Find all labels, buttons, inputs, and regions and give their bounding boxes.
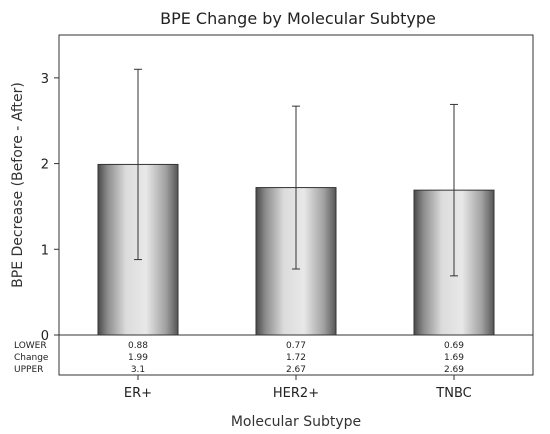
x-axis: ER+ HER2+ TNBC	[124, 375, 472, 401]
x-axis-label: Molecular Subtype	[231, 414, 361, 430]
chart-title: BPE Change by Molecular Subtype	[160, 9, 436, 28]
table-cell: 3.1	[131, 365, 145, 375]
table-cell: 2.69	[444, 365, 464, 375]
y-axis-label: BPE Decrease (Before - After)	[10, 82, 26, 288]
table-cell: 0.69	[444, 341, 464, 351]
table-cell: 0.77	[286, 341, 306, 351]
table-row-label: Change	[14, 353, 49, 363]
error-bars-group	[134, 68, 458, 277]
x-tick-label: ER+	[124, 386, 152, 401]
data-table: LOWER 0.88 0.77 0.69 Change 1.99 1.72 1.69 UPPER…	[14, 341, 464, 375]
y-tick-label: 1	[41, 243, 49, 258]
x-tick-label: TNBC	[435, 386, 471, 401]
table-cell: 1.72	[286, 353, 306, 363]
y-tick-label: 3	[41, 72, 49, 87]
table-row-label: LOWER	[14, 341, 47, 351]
y-axis: 0 1 2 3	[41, 72, 59, 344]
y-tick-label: 2	[41, 158, 49, 173]
table-cell: 1.69	[444, 353, 464, 363]
table-cell: 2.67	[286, 365, 306, 375]
y-tick-label: 0	[41, 329, 49, 344]
table-cell: 1.99	[128, 353, 148, 363]
x-tick-label: HER2+	[273, 386, 319, 401]
table-row-label: UPPER	[14, 365, 43, 375]
table-cell: 0.88	[128, 341, 148, 351]
